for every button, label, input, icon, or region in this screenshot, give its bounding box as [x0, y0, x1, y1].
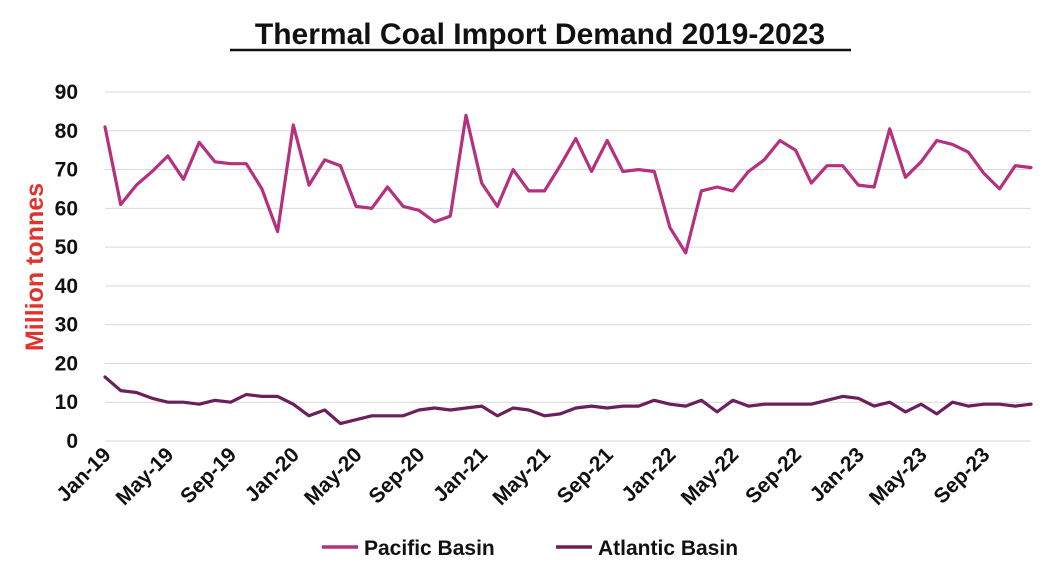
- y-tick-label: 0: [66, 430, 78, 453]
- y-tick-label: 20: [55, 352, 78, 375]
- x-tick-label: Jan-22: [617, 443, 680, 506]
- legend-label: Pacific Basin: [364, 537, 495, 560]
- x-tick-label: Jan-21: [429, 443, 493, 507]
- x-tick-label: May-21: [488, 443, 555, 510]
- gridlines: [105, 91, 1031, 442]
- y-tick-label: 10: [55, 391, 78, 414]
- y-axis-ticks: 0 10 20 30 40 50 60 70 80 90: [55, 81, 78, 453]
- x-tick-label: May-20: [300, 443, 367, 510]
- y-tick-label: 40: [55, 275, 78, 298]
- x-tick-label: Jan-20: [241, 443, 304, 506]
- x-tick-label: Sep-23: [929, 443, 994, 508]
- legend-label: Atlantic Basin: [598, 537, 738, 560]
- x-tick-label: Sep-20: [364, 443, 429, 508]
- y-tick-label: 30: [55, 314, 78, 337]
- series-line-atlantic-basin: [103, 375, 1033, 426]
- x-tick-label: Sep-21: [553, 443, 618, 508]
- x-tick-label: May-23: [865, 443, 932, 510]
- y-tick-label: 90: [55, 81, 78, 104]
- legend: Pacific Basin Atlantic Basin: [322, 537, 738, 560]
- y-tick-label: 50: [55, 236, 78, 259]
- y-tick-label: 60: [55, 197, 78, 220]
- x-tick-label: Sep-19: [176, 443, 241, 508]
- x-tick-label: Jan-23: [806, 443, 869, 506]
- y-tick-label: 70: [55, 159, 78, 182]
- x-tick-label: May-19: [112, 443, 179, 510]
- series-line-pacific-basin: [103, 113, 1033, 255]
- x-tick-label: Sep-22: [741, 443, 806, 508]
- y-axis-label: Million tonnes: [21, 183, 49, 351]
- x-tick-label: Jan-19: [52, 443, 115, 506]
- x-tick-label: May-22: [677, 443, 744, 510]
- series-lines: [103, 113, 1033, 426]
- y-tick-label: 80: [55, 120, 78, 143]
- chart-title: Thermal Coal Import Demand 2019-2023: [255, 18, 825, 51]
